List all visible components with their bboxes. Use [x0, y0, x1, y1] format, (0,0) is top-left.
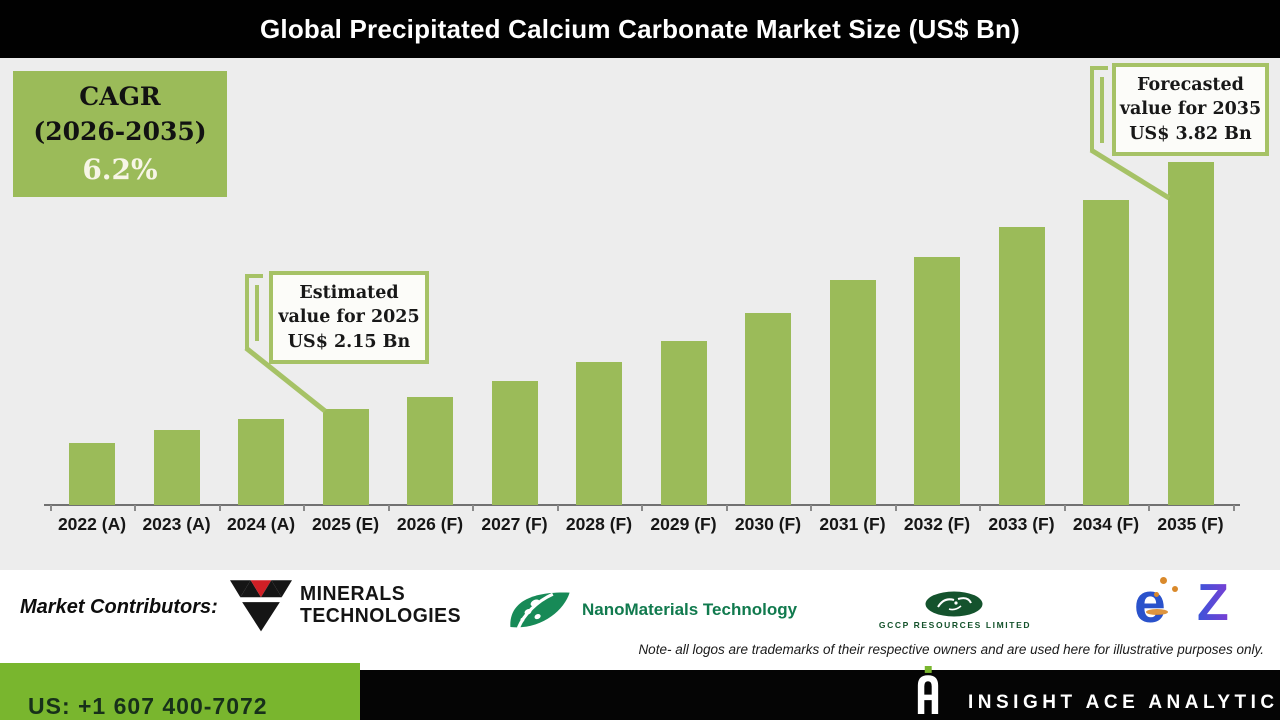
ez-bubble-icon [1154, 592, 1159, 597]
axis-tick [1148, 505, 1151, 511]
bar-plot: 2022 (A) 2023 (A) 2024 (A) 2025 (E) 2026 (F)… [0, 58, 1280, 570]
bar-2030 [745, 313, 791, 505]
chart-area: CAGR (2026-2035) 6.2% 2022 (A) 2023 (A) 20… [0, 58, 1280, 570]
bar-2035 [1167, 162, 1214, 505]
ez-letter-z: Z [1197, 574, 1229, 632]
ez-swoosh-icon [1146, 609, 1168, 615]
bar-2029 [660, 341, 707, 505]
footer-green-band: US: +1 607 400-7072 [0, 663, 360, 720]
x-axis-label: 2029 (F) [650, 514, 717, 534]
x-axis-label: 2022 (A) [57, 514, 127, 534]
brand-name: INSIGHT ACE ANALYTIC [968, 692, 1279, 713]
bar-2028 [576, 362, 622, 505]
x-axis-label: 2031 (F) [819, 514, 886, 534]
axis-tick [1063, 505, 1066, 511]
x-axis-label: 2032 (F) [903, 514, 971, 534]
axis-tick [1232, 505, 1235, 511]
ez-logo: e Z [1134, 571, 1259, 635]
axis-tick [303, 505, 306, 511]
x-axis-label: 2023 (A) [142, 514, 211, 534]
axis-tick [810, 505, 813, 511]
cagr-value: 6.2% [82, 152, 158, 186]
bar-2033 [998, 227, 1045, 505]
ez-bubble-icon [1160, 577, 1167, 584]
bar-2026 [407, 397, 453, 505]
insight-ace-logo-icon [917, 666, 939, 714]
estimated-line3: US$ 2.15 Bn [287, 331, 411, 352]
forecasted-value-callout: Forecasted value for 2035 US$ 3.82 Bn [1112, 63, 1269, 156]
x-axis-label: 2027 (F) [481, 514, 548, 534]
bar-2023 [153, 430, 200, 505]
bar-2034 [1083, 200, 1129, 505]
bar-2022 [69, 443, 115, 505]
x-axis-label: 2035 (F) [1157, 514, 1224, 534]
axis-tick [387, 505, 390, 511]
axis-tick [894, 505, 897, 511]
x-axis-label: 2025 (E) [311, 514, 380, 534]
axis-tick [556, 505, 559, 511]
x-axis-label: 2033 (F) [988, 514, 1055, 534]
forecasted-line2: value for 2035 [1119, 99, 1262, 120]
cagr-label: CAGR [79, 81, 161, 111]
forecasted-line3: US$ 3.82 Bn [1129, 123, 1252, 144]
forecasted-line1: Forecasted [1137, 75, 1244, 96]
market-contributors-strip: Market Contributors: MINERALS TECHNOLOGI… [0, 570, 1280, 660]
title-bar: Global Precipitated Calcium Carbonate Ma… [0, 0, 1280, 58]
axis-tick [134, 505, 137, 511]
phone-number: US: +1 607 400-7072 [28, 693, 268, 719]
axis-tick [472, 505, 475, 511]
estimated-line1: Estimated [299, 283, 399, 304]
minerals-technologies-logo-icon [230, 580, 292, 632]
bar-2025 [322, 409, 369, 505]
bar-2027 [491, 381, 538, 505]
bar-2024 [238, 419, 284, 505]
gccp-ellipse-icon [925, 591, 983, 617]
nanomaterials-wordmark: NanoMaterials Technology [582, 600, 798, 619]
x-axis-label: 2026 (F) [396, 514, 464, 534]
axis-tick [218, 505, 221, 511]
axis-tick [49, 505, 52, 511]
estimated-line2: value for 2025 [278, 307, 420, 328]
bar-2031 [829, 280, 876, 505]
footer-bar: US: +1 607 400-7072 INSIGHT ACE ANALYTIC [0, 660, 1280, 720]
estimated-value-callout: Estimated value for 2025 US$ 2.15 Bn [269, 271, 429, 364]
trademark-note: Note- all logos are trademarks of their … [638, 642, 1264, 657]
minerals-technologies-wordmark: MINERALS TECHNOLOGIES [300, 583, 462, 627]
cagr-badge: CAGR (2026-2035) 6.2% [13, 71, 227, 197]
bar-2032 [914, 257, 960, 505]
x-axis-label: 2028 (F) [565, 514, 633, 534]
ez-bubble-icon [1172, 586, 1178, 592]
x-axis-label: 2034 (F) [1072, 514, 1140, 534]
axis-tick [641, 505, 644, 511]
nanomaterials-leaf-icon [510, 592, 570, 629]
axis-tick [979, 505, 982, 511]
gccp-wordmark: GCCP RESOURCES LIMITED [878, 620, 1032, 630]
x-axis-label: 2030 (F) [734, 514, 802, 534]
page-title: Global Precipitated Calcium Carbonate Ma… [259, 13, 1020, 44]
x-axis-label: 2024 (A) [226, 514, 296, 534]
axis-tick [725, 505, 728, 511]
cagr-period: (2026-2035) [33, 117, 207, 147]
market-contributors-label: Market Contributors: [20, 596, 218, 618]
